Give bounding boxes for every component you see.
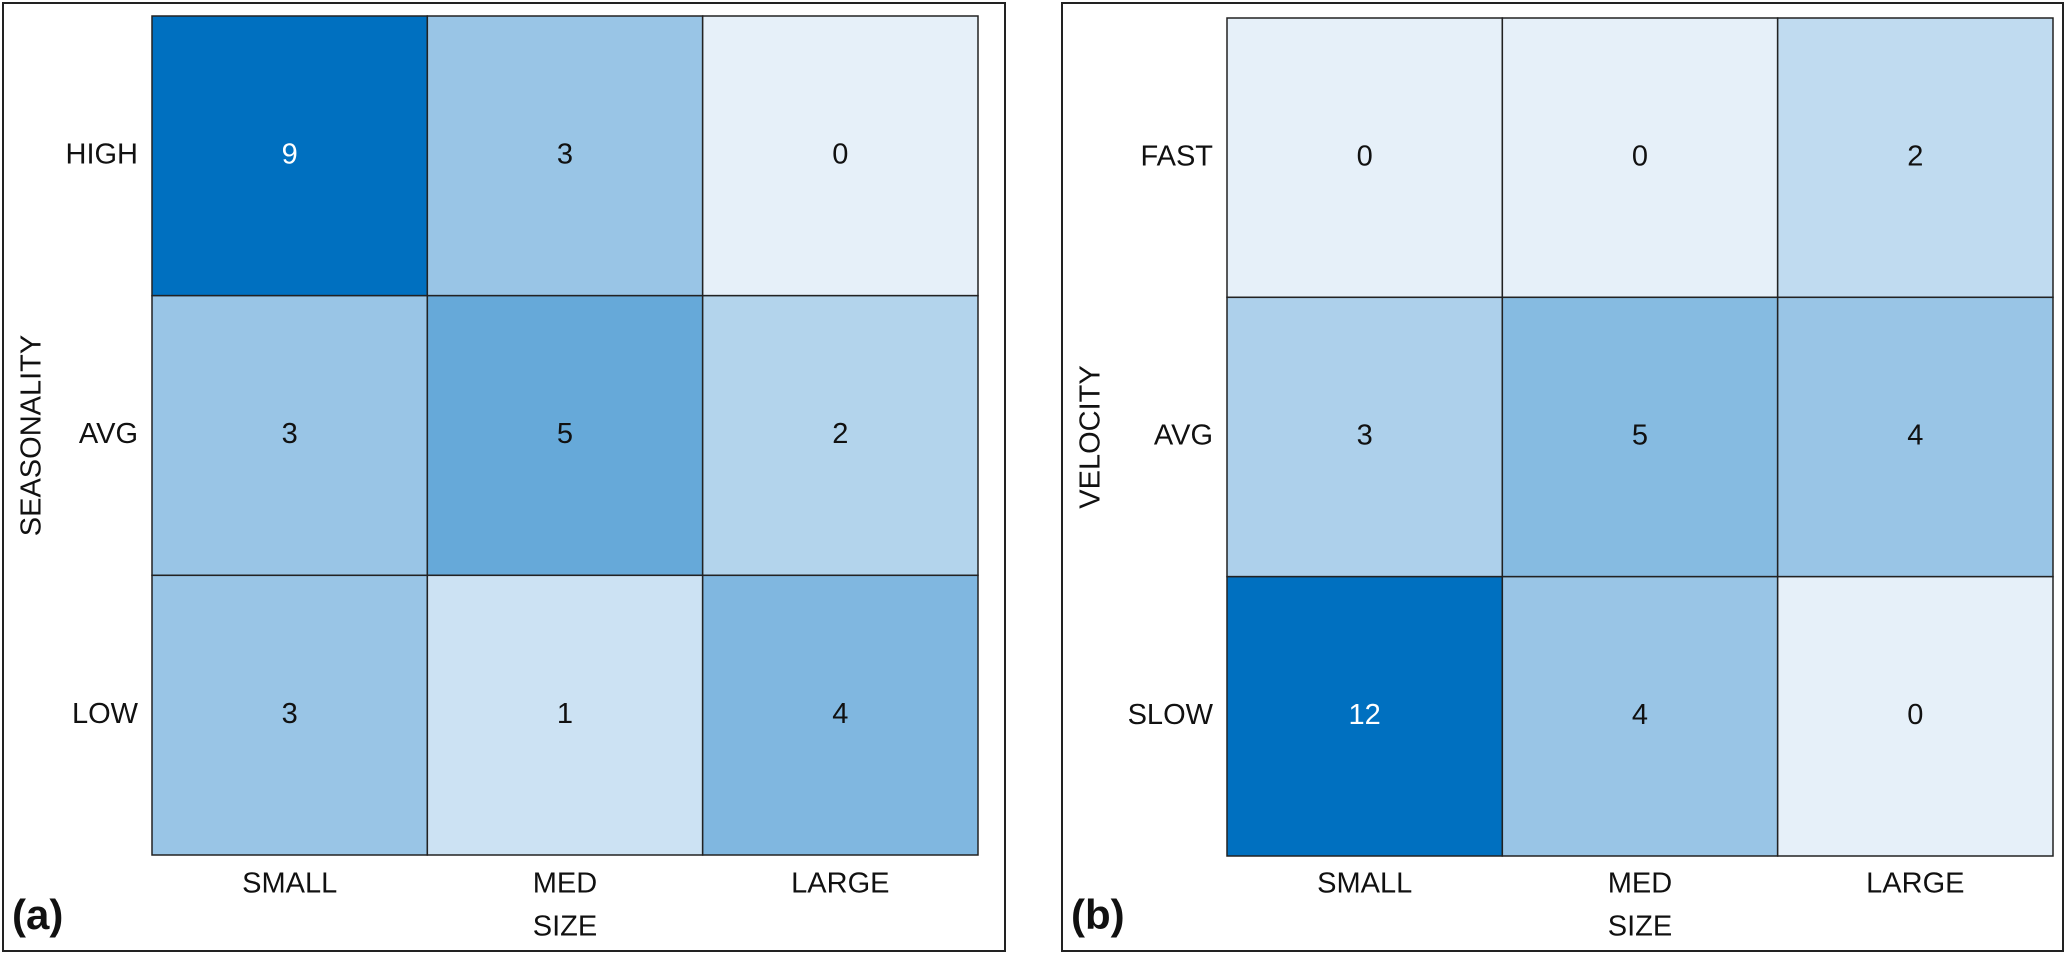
heatmap-cell (151, 15, 429, 297)
cell-value: 0 (1907, 699, 1923, 731)
cell-value: 4 (1632, 699, 1648, 731)
heatmap-cell (151, 574, 429, 856)
cell-value: 12 (1349, 699, 1381, 731)
panel-frame (2, 2, 1006, 952)
heatmap-cell (701, 574, 979, 856)
heatmap-cell (1226, 296, 1504, 578)
x-tick-label: LARGE (791, 868, 889, 900)
heatmap-cell (151, 294, 429, 577)
x-axis-label: SIZE (533, 911, 597, 943)
x-tick-label: SMALL (1317, 868, 1412, 900)
x-tick-label: MED (1608, 868, 1672, 900)
cell-value: 5 (557, 418, 573, 450)
cell-value: 3 (557, 138, 573, 170)
cell-value: 0 (1632, 140, 1648, 172)
panel-frame (1061, 2, 2064, 952)
heatmap-cell (1501, 17, 1779, 299)
y-tick-label: LOW (72, 698, 139, 730)
y-axis-label: VELOCITY (1075, 365, 1107, 508)
heatmap-cell (426, 574, 704, 856)
x-tick-label: MED (533, 868, 597, 900)
cell-value: 1 (557, 698, 573, 730)
cell-value: 4 (832, 698, 848, 730)
cell-value: 3 (282, 418, 298, 450)
heatmap-cell (1501, 296, 1779, 578)
heatmap-cell (426, 15, 704, 297)
cell-value: 9 (282, 138, 298, 170)
cell-value: 3 (282, 698, 298, 730)
x-tick-label: LARGE (1866, 868, 1964, 900)
cell-value: 2 (1907, 140, 1923, 172)
heatmap-cell (1226, 575, 1504, 857)
cell-value: 2 (832, 418, 848, 450)
x-axis-label: SIZE (1608, 911, 1672, 943)
y-axis-label: SEASONALITY (16, 335, 48, 536)
y-tick-label: FAST (1140, 140, 1213, 172)
x-tick-label: SMALL (242, 868, 337, 900)
heatmap-cell (1776, 296, 2054, 578)
panel-label: (b) (1071, 891, 1125, 938)
panel-label: (a) (12, 891, 63, 938)
y-tick-label: AVG (79, 418, 138, 450)
cell-value: 0 (832, 138, 848, 170)
y-tick-label: AVG (1154, 420, 1213, 452)
cell-value: 3 (1357, 420, 1373, 452)
heatmap-cell (1776, 575, 2054, 857)
y-tick-label: HIGH (66, 138, 139, 170)
cell-value: 5 (1632, 420, 1648, 452)
cell-value: 0 (1357, 140, 1373, 172)
cell-value: 4 (1907, 420, 1923, 452)
y-tick-label: SLOW (1128, 699, 1214, 731)
heatmap-cell (701, 294, 979, 577)
heatmap-cell (1501, 575, 1779, 857)
heatmap-cell (701, 15, 979, 297)
heatmap-cell (1226, 17, 1504, 299)
heatmap-cell (1776, 17, 2054, 299)
